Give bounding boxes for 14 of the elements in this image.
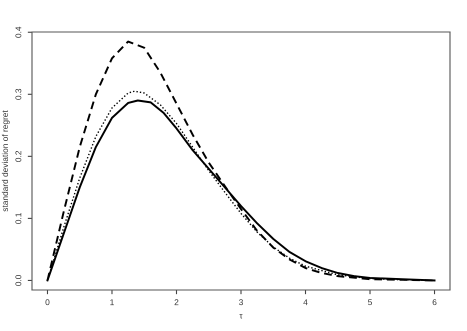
x-axis-title: τ <box>239 314 243 318</box>
y-tick-label: 0.1 <box>15 213 22 224</box>
x-tick-label: 6 <box>432 299 436 306</box>
y-axis-title: standard deviation of regret <box>2 110 10 212</box>
y-tick-label: 0.0 <box>15 274 22 286</box>
x-tick-label: 5 <box>368 299 372 306</box>
x-tick-label: 4 <box>303 299 308 306</box>
x-tick-label: 1 <box>110 299 114 306</box>
y-tick-label: 0.3 <box>15 88 22 100</box>
x-tick-label: 0 <box>45 299 50 306</box>
y-tick-label: 0.4 <box>15 26 22 38</box>
x-tick-label: 3 <box>239 299 243 306</box>
y-tick-label: 0.2 <box>15 150 22 162</box>
x-tick-label: 2 <box>174 299 178 306</box>
